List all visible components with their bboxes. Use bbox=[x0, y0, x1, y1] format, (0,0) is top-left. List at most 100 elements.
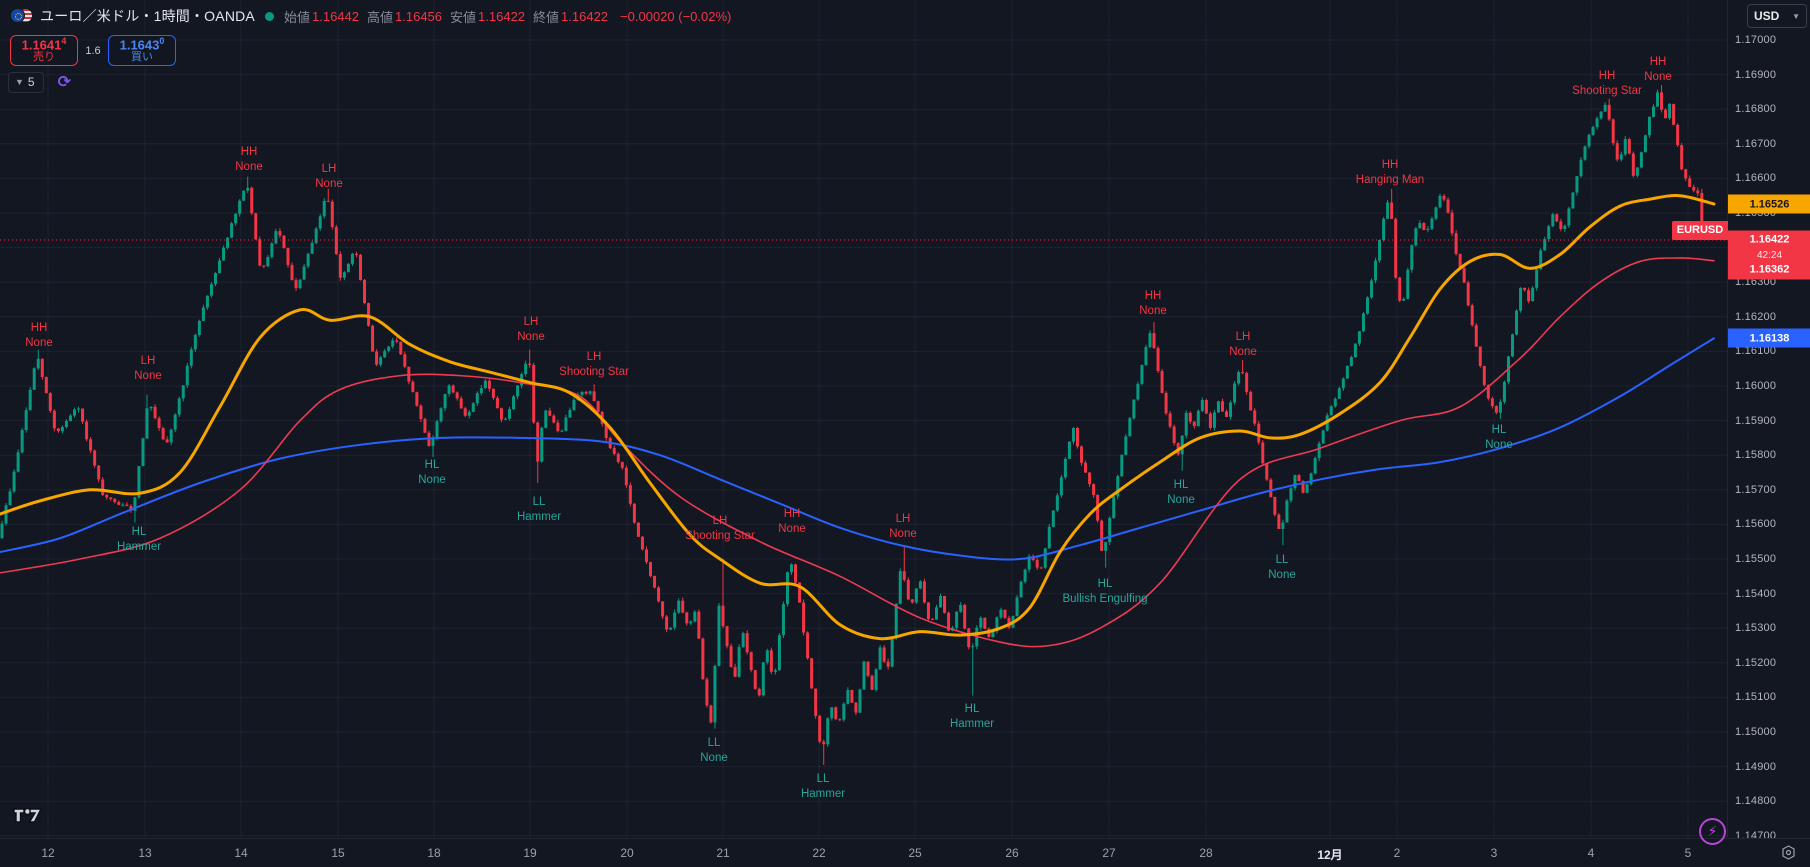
time-axis-tick[interactable]: 25 bbox=[908, 846, 922, 860]
bar-countdown-label: 42:24 bbox=[1728, 248, 1810, 263]
svg-text:Shooting Star: Shooting Star bbox=[559, 366, 629, 378]
annotation-hl-hammer: HL Hammer bbox=[117, 526, 161, 553]
annotation-hl-hammer: HL Hammer bbox=[950, 703, 994, 730]
svg-text:HL: HL bbox=[132, 526, 147, 538]
sell-button[interactable]: 1.16414 売り bbox=[10, 35, 78, 66]
svg-text:None: None bbox=[1485, 439, 1513, 451]
price-axis-tick: 1.15600 bbox=[1735, 518, 1777, 531]
annotation-hl-none: HL None bbox=[1485, 424, 1513, 451]
lightning-icon[interactable]: ⚡ bbox=[1699, 818, 1726, 845]
annotation-hh-none: HH None bbox=[1139, 290, 1167, 317]
time-axis-tick[interactable]: 13 bbox=[138, 846, 152, 860]
svg-text:LH: LH bbox=[524, 316, 539, 328]
annotation-hh-none: HH None bbox=[25, 322, 53, 349]
time-axis-tick[interactable]: 14 bbox=[234, 846, 248, 860]
svg-text:LH: LH bbox=[713, 515, 728, 527]
chart-header: ユーロ／米ドル・1時間・OANDA 始値 1.16442 高値 1.16456 安値… bbox=[10, 6, 731, 26]
svg-text:None: None bbox=[134, 370, 162, 382]
time-axis-tick[interactable]: 3 bbox=[1490, 846, 1498, 860]
price-axis-tick: 1.16200 bbox=[1735, 310, 1777, 323]
price-axis-tick: 1.15800 bbox=[1735, 449, 1777, 462]
axis-settings-icon[interactable] bbox=[1781, 845, 1796, 865]
visible-candles-widget[interactable]: ▼ 5 bbox=[8, 72, 44, 93]
time-axis-tick[interactable]: 22 bbox=[812, 846, 826, 860]
annotation-lh-shooting-star: LH Shooting Star bbox=[685, 515, 755, 542]
ma-mid-price-label: 1.16362 bbox=[1728, 260, 1810, 280]
time-axis-tick[interactable]: 28 bbox=[1199, 846, 1213, 860]
svg-text:HH: HH bbox=[1650, 56, 1667, 68]
ohlc-high: 高値 1.16456 bbox=[367, 8, 443, 25]
chart-toolbar: ▼ 5 ⟳ bbox=[8, 72, 71, 93]
tradingview-logo[interactable] bbox=[12, 806, 44, 826]
time-axis-tick[interactable]: 21 bbox=[716, 846, 730, 860]
symbol-title[interactable]: ユーロ／米ドル・1時間・OANDA bbox=[40, 8, 255, 24]
svg-text:LL: LL bbox=[1276, 554, 1289, 566]
symbol-tag: EURUSD bbox=[1672, 220, 1728, 240]
time-axis-tick[interactable]: 4 bbox=[1587, 846, 1595, 860]
svg-text:Shooting Star: Shooting Star bbox=[1572, 85, 1642, 97]
annotation-hh-none: HH None bbox=[778, 508, 806, 535]
buy-button[interactable]: 1.16430 買い bbox=[108, 35, 176, 66]
time-axis-tick[interactable]: 12 bbox=[41, 846, 55, 860]
time-axis-tick[interactable]: 19 bbox=[523, 846, 537, 860]
svg-text:HH: HH bbox=[1382, 159, 1399, 171]
price-axis-tick: 1.17000 bbox=[1735, 34, 1777, 46]
svg-text:None: None bbox=[1644, 71, 1672, 83]
pattern-annotations: HH None LH None HH None LH None LH None LH Shooting… bbox=[25, 56, 1672, 800]
refresh-icon[interactable]: ⟳ bbox=[57, 73, 72, 91]
ohlc-open: 始値 1.16442 bbox=[283, 8, 359, 25]
price-change: −0.00020 (−0.02%) bbox=[620, 8, 732, 24]
price-axis-tick: 1.14800 bbox=[1735, 795, 1777, 808]
svg-text:None: None bbox=[25, 337, 53, 349]
price-axis-tick: 1.15000 bbox=[1735, 726, 1777, 738]
svg-text:HL: HL bbox=[965, 703, 980, 715]
svg-text:None: None bbox=[418, 474, 446, 486]
currency-selector[interactable]: USD ▼ bbox=[1747, 4, 1807, 28]
price-axis-tick: 1.16700 bbox=[1735, 137, 1777, 150]
price-axis-tick: 1.15200 bbox=[1735, 656, 1777, 669]
svg-text:None: None bbox=[700, 752, 728, 764]
candlestick-chart[interactable]: HH None LH None HH None LH None LH None LH Shooting… bbox=[0, 0, 1727, 838]
annotation-hh-none: HH None bbox=[235, 146, 263, 173]
time-axis[interactable]: 12 13 14 15 18 19 20 21 22 25 26 27 28 12月 2 3 4 5 bbox=[0, 838, 1810, 867]
price-axis[interactable]: 1.16526 EURUSD 1.16422 42:24 1.16362 1.1… bbox=[1672, 0, 1810, 842]
annotation-lh-none: LH None bbox=[315, 163, 343, 190]
price-axis-tick: 1.15900 bbox=[1735, 414, 1777, 427]
time-axis-tick[interactable]: 15 bbox=[331, 846, 345, 860]
svg-text:HH: HH bbox=[1599, 70, 1616, 82]
spread-value: 1.6 bbox=[85, 44, 101, 57]
svg-text:HL: HL bbox=[1098, 578, 1113, 590]
annotation-lh-none: LH None bbox=[1229, 331, 1257, 358]
annotation-hl-none: HL None bbox=[1167, 479, 1195, 506]
chevron-down-icon: ▼ bbox=[1792, 11, 1800, 21]
time-axis-tick[interactable]: 5 bbox=[1684, 846, 1692, 860]
time-axis-tick[interactable]: 26 bbox=[1005, 846, 1019, 860]
svg-text:LH: LH bbox=[896, 513, 911, 525]
svg-text:None: None bbox=[1167, 494, 1195, 506]
svg-text:None: None bbox=[235, 161, 263, 173]
ohlc-low: 安値 1.16422 bbox=[450, 8, 526, 25]
ma-fast-price-label: 1.16526 bbox=[1728, 194, 1810, 214]
svg-text:None: None bbox=[1229, 346, 1257, 358]
time-axis-tick[interactable]: 18 bbox=[427, 846, 441, 860]
time-axis-tick[interactable]: 12月 bbox=[1317, 848, 1343, 862]
price-axis-tick: 1.16600 bbox=[1735, 172, 1777, 185]
svg-text:LL: LL bbox=[708, 737, 721, 749]
svg-text:None: None bbox=[315, 178, 343, 190]
svg-text:HL: HL bbox=[425, 459, 440, 471]
price-axis-tick: 1.16100 bbox=[1735, 345, 1777, 358]
time-axis-tick[interactable]: 2 bbox=[1393, 846, 1401, 860]
svg-text:HH: HH bbox=[31, 322, 48, 334]
svg-text:None: None bbox=[1139, 305, 1167, 317]
chevron-down-icon: ▼ bbox=[15, 77, 24, 87]
svg-text:Hammer: Hammer bbox=[517, 511, 561, 523]
annotation-hl-none: HL None bbox=[418, 459, 446, 486]
annotation-ll-hammer: LL Hammer bbox=[517, 496, 561, 523]
time-axis-tick[interactable]: 20 bbox=[620, 846, 634, 860]
time-axis-tick[interactable]: 27 bbox=[1102, 846, 1116, 860]
annotation-lh-shooting-star: LH Shooting Star bbox=[559, 351, 629, 378]
chart-plot-area[interactable]: HH None LH None HH None LH None LH None LH Shooting… bbox=[0, 0, 1727, 838]
annotation-hh-shooting-star: HH Shooting Star bbox=[1572, 70, 1642, 97]
annotation-hl-bullish-engulfing: HL Bullish Engulfing bbox=[1062, 578, 1147, 605]
